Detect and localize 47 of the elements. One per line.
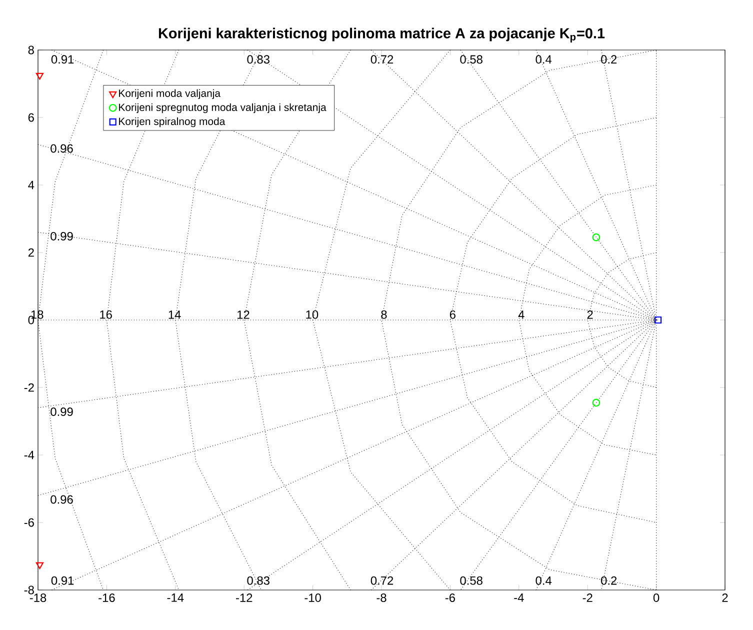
series-label: 0.2	[601, 55, 617, 64]
series-label: 0.72	[370, 576, 394, 585]
series-label: 0.83	[247, 55, 270, 64]
x-tick-label: 2	[722, 594, 728, 602]
y-tick-label: -2	[24, 383, 34, 392]
series-label: 4	[518, 310, 524, 319]
x-tick-label: -14	[167, 594, 184, 602]
series-label: 16	[100, 310, 112, 319]
y-tick-label: -6	[24, 518, 34, 527]
y-tick-label: 8	[28, 46, 34, 54]
text: 0.96	[50, 495, 73, 504]
y-tick-label: -8	[24, 586, 34, 594]
series-label: 6	[450, 310, 456, 319]
x-tick-label: -12	[236, 594, 252, 602]
series-label: 8	[381, 310, 387, 319]
series-label: 0.4	[536, 55, 552, 64]
legend-label: Korijeni spregnutog moda valjanja i skretanja	[119, 103, 326, 114]
series-label: 0.91	[51, 576, 74, 585]
y-tick-label: 2	[28, 248, 34, 257]
x-tick-label: -10	[304, 594, 321, 602]
series-label: 0.96	[50, 144, 73, 153]
text: 0.4	[536, 576, 552, 585]
text: 0.91	[51, 55, 74, 64]
series-label: 0.99	[50, 232, 73, 240]
series-label: 12	[237, 310, 250, 319]
x-tick-label: -8	[376, 594, 386, 602]
text: 0.83	[247, 576, 270, 585]
text: 0.72	[370, 55, 394, 64]
text: 0.2	[601, 576, 617, 585]
y-tick-label: 4	[28, 180, 34, 190]
x-tick-label: -16	[98, 594, 115, 602]
x-tick-label: -6	[445, 594, 455, 602]
series-label: 10	[306, 310, 318, 319]
x-tick-label: -18	[30, 594, 46, 602]
x-tick-label: -4	[514, 594, 524, 602]
y-tick-label: 6	[28, 113, 34, 122]
series-label: 2	[587, 310, 593, 319]
chart-title: Korijeni karakteristicnog polinoma matrice A za pojacanje K$_{p}$=0.1	[158, 28, 605, 42]
legend-label: Korijen spiralnog moda	[119, 117, 226, 128]
x-tick-label: 0	[653, 594, 660, 602]
series-label: 14	[168, 310, 181, 319]
legend-label: Korijeni moda valjanja	[119, 89, 221, 100]
text: 0.58	[460, 55, 482, 64]
y-tick-label: -4	[24, 450, 34, 460]
x-tick-label: -2	[582, 594, 592, 602]
series-label: 0.58	[460, 576, 482, 585]
text: 0.99	[50, 408, 73, 416]
